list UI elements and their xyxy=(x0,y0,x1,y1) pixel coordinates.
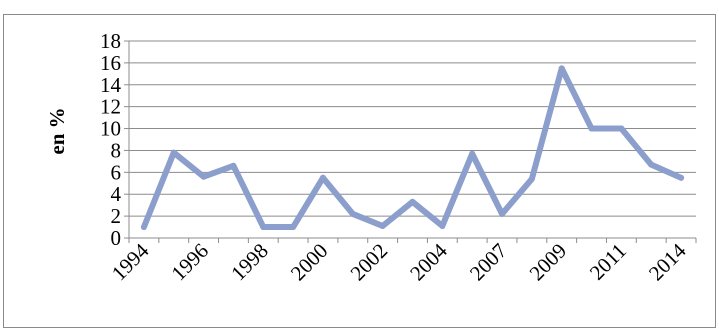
x-tick-label: 1998 xyxy=(226,239,273,286)
data-point-1996 xyxy=(200,173,207,180)
data-point-1997 xyxy=(230,162,237,169)
y-tick-label: 12 xyxy=(100,95,121,119)
y-tick-label: 18 xyxy=(100,29,121,53)
y-tick-label: 8 xyxy=(111,138,122,162)
data-point-2011 xyxy=(618,125,625,132)
x-tick-label: 2000 xyxy=(286,239,333,286)
x-tick-label: 2007 xyxy=(465,239,512,286)
x-tick-label: 2004 xyxy=(405,238,452,285)
data-point-2010 xyxy=(588,125,595,132)
data-point-2001 xyxy=(349,210,356,217)
x-tick-label: 2011 xyxy=(585,239,631,285)
y-tick-label: 4 xyxy=(111,182,122,206)
data-point-2004 xyxy=(439,222,446,229)
x-axis: 1994 1996 1998 2000 2002 2004 2007 2009 2011 2014 xyxy=(107,237,697,286)
x-tick-label: 2002 xyxy=(346,239,393,286)
chart-frame: 0 2 4 6 8 10 12 14 16 18 1994 1996 1998 2000 2002 2004… xyxy=(3,14,716,328)
y-tick-label: 2 xyxy=(111,204,122,228)
y-tick-label: 6 xyxy=(111,160,122,184)
data-point-2012 xyxy=(648,161,655,168)
data-point-2009 xyxy=(558,65,565,72)
y-tick-label: 10 xyxy=(100,117,121,141)
data-point-1995 xyxy=(170,149,177,156)
y-tick-label: 0 xyxy=(111,226,122,250)
data-point-2007 xyxy=(499,210,506,217)
y-axis-title: en % xyxy=(45,107,69,154)
data-point-2002 xyxy=(379,222,386,229)
y-tick-label: 16 xyxy=(100,51,121,75)
data-point-1999 xyxy=(290,224,297,231)
x-tick-label: 1996 xyxy=(166,239,213,286)
x-tick-label: 2014 xyxy=(644,238,691,285)
data-point-2014 xyxy=(678,174,685,181)
x-tick-label: 2009 xyxy=(525,239,572,286)
data-point-1994 xyxy=(140,224,147,231)
data-point-1998 xyxy=(260,224,267,231)
data-point-2006 xyxy=(469,150,476,157)
data-point-2003 xyxy=(409,198,416,205)
data-point-2000 xyxy=(319,174,326,181)
y-tick-label: 14 xyxy=(100,73,122,97)
series-layer xyxy=(140,65,685,231)
data-point-2008 xyxy=(528,175,535,182)
